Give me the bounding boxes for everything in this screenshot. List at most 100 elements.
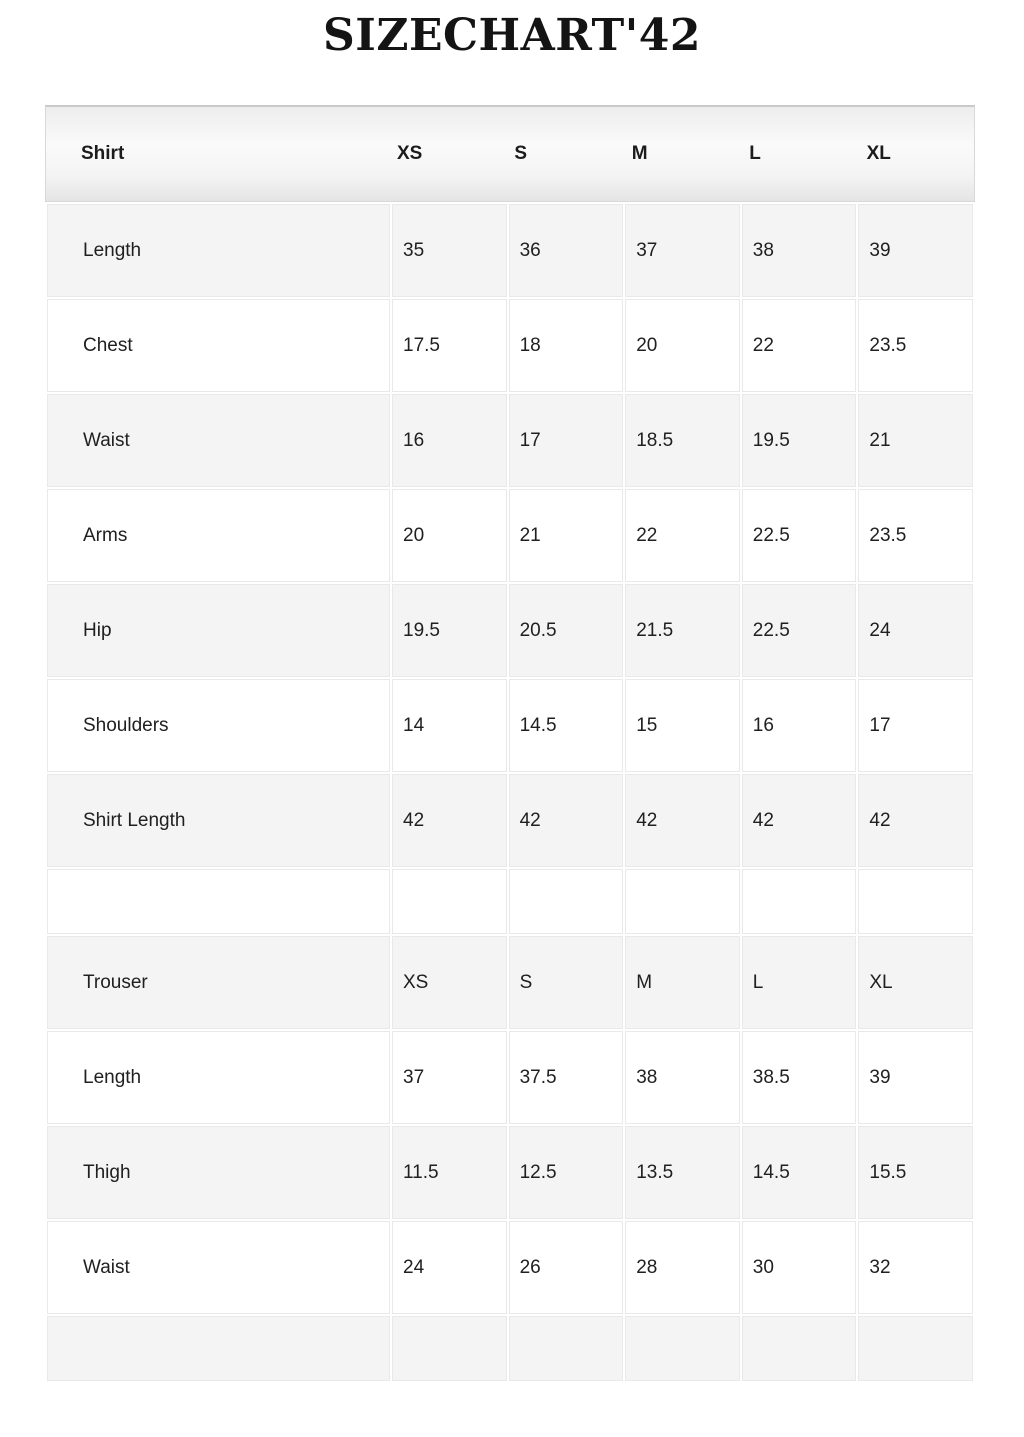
table-cell: 39 bbox=[858, 204, 973, 297]
table-cell: L bbox=[741, 936, 857, 1029]
column-header-xl: XL bbox=[866, 143, 891, 164]
table-cell: 38 bbox=[625, 1031, 740, 1124]
empty-cell bbox=[625, 869, 740, 934]
table-row-thigh: Thigh 11.5 12.5 13.5 14.5 15.5 bbox=[47, 1126, 973, 1219]
table-cell: 24 bbox=[392, 1221, 507, 1314]
column-header-xs: XS bbox=[397, 143, 423, 164]
table-cell: 15 bbox=[625, 679, 740, 772]
row-label: Shoulders bbox=[47, 679, 390, 772]
table-cell: 20 bbox=[392, 489, 507, 582]
empty-cell bbox=[47, 1316, 390, 1381]
row-label: Chest bbox=[47, 299, 390, 392]
table-cell: 17 bbox=[858, 679, 973, 772]
table-cell: 42 bbox=[858, 774, 973, 867]
table-cell: 37 bbox=[392, 1031, 507, 1124]
table-cell: 42 bbox=[392, 774, 507, 867]
table-cell: 18 bbox=[508, 299, 624, 392]
table-cell: XS bbox=[392, 936, 507, 1029]
table-cell: 15.5 bbox=[858, 1126, 973, 1219]
empty-cell bbox=[741, 869, 857, 934]
table-row-chest: Chest 17.5 18 20 22 23.5 bbox=[47, 299, 973, 392]
empty-cell bbox=[392, 1316, 507, 1381]
table-cell: 22 bbox=[625, 489, 740, 582]
row-label: Waist bbox=[47, 1221, 390, 1314]
table-cell: 37 bbox=[625, 204, 740, 297]
table-cell: M bbox=[625, 936, 740, 1029]
column-header-s: S bbox=[514, 143, 528, 164]
table-row-length: Length 35 36 37 38 39 bbox=[47, 204, 973, 297]
table-cell: 21 bbox=[858, 394, 973, 487]
table-cell: 22 bbox=[741, 299, 857, 392]
table-cell: 42 bbox=[625, 774, 740, 867]
empty-cell bbox=[858, 869, 973, 934]
empty-cell bbox=[858, 1316, 973, 1381]
table-cell: 17.5 bbox=[392, 299, 507, 392]
table-cell: 36 bbox=[508, 204, 624, 297]
row-label: Arms bbox=[47, 489, 390, 582]
table-cell: 14.5 bbox=[508, 679, 624, 772]
empty-cell bbox=[508, 869, 624, 934]
table-cell: 14 bbox=[392, 679, 507, 772]
table-cell: 14.5 bbox=[741, 1126, 857, 1219]
table-row-waist: Waist 16 17 18.5 19.5 21 bbox=[47, 394, 973, 487]
row-label: Shirt Length bbox=[47, 774, 390, 867]
table-cell: 28 bbox=[625, 1221, 740, 1314]
page-title: SIZECHART'42 bbox=[323, 10, 701, 61]
table-cell: 16 bbox=[392, 394, 507, 487]
table-cell: 38.5 bbox=[741, 1031, 857, 1124]
table-cell: 22.5 bbox=[741, 584, 857, 677]
table-row-trouser-waist: Waist 24 26 28 30 32 bbox=[47, 1221, 973, 1314]
row-label: Length bbox=[47, 204, 390, 297]
table-cell: 22.5 bbox=[741, 489, 857, 582]
row-label: Trouser bbox=[47, 936, 390, 1029]
table-cell: 35 bbox=[392, 204, 507, 297]
table-cell: 21 bbox=[508, 489, 624, 582]
table-cell: 42 bbox=[508, 774, 624, 867]
row-label: Hip bbox=[47, 584, 390, 677]
empty-cell bbox=[625, 1316, 740, 1381]
table-cell: 23.5 bbox=[858, 489, 973, 582]
table-cell: 26 bbox=[508, 1221, 624, 1314]
table-cell: XL bbox=[858, 936, 973, 1029]
table-cell: 23.5 bbox=[858, 299, 973, 392]
table-row-hip: Hip 19.5 20.5 21.5 22.5 24 bbox=[47, 584, 973, 677]
table-cell: 38 bbox=[741, 204, 857, 297]
table-cell: 19.5 bbox=[392, 584, 507, 677]
table-cell: 21.5 bbox=[625, 584, 740, 677]
empty-cell bbox=[741, 1316, 857, 1381]
table-cell: 19.5 bbox=[741, 394, 857, 487]
column-header-m: M bbox=[631, 143, 648, 164]
table-cell: 11.5 bbox=[392, 1126, 507, 1219]
table-cell: 30 bbox=[741, 1221, 857, 1314]
table-row-spacer bbox=[47, 869, 973, 934]
table-cell: 39 bbox=[858, 1031, 973, 1124]
table-row-trouser-length: Length 37 37.5 38 38.5 39 bbox=[47, 1031, 973, 1124]
table-cell: 17 bbox=[508, 394, 624, 487]
size-chart-table: Length 35 36 37 38 39 Chest 17.5 18 20 2… bbox=[45, 202, 975, 1383]
row-label: Thigh bbox=[47, 1126, 390, 1219]
table-cell: 42 bbox=[741, 774, 857, 867]
table-row-arms: Arms 20 21 22 22.5 23.5 bbox=[47, 489, 973, 582]
table-cell: 12.5 bbox=[508, 1126, 624, 1219]
table-row-shoulders: Shoulders 14 14.5 15 16 17 bbox=[47, 679, 973, 772]
table-row-trouser: Trouser XS S M L XL bbox=[47, 936, 973, 1029]
empty-cell bbox=[508, 1316, 624, 1381]
table-cell: S bbox=[508, 936, 624, 1029]
empty-cell bbox=[47, 869, 390, 934]
table-cell: 24 bbox=[858, 584, 973, 677]
table-cell: 16 bbox=[741, 679, 857, 772]
column-header-l: L bbox=[749, 143, 761, 164]
table-row-shirt-length: Shirt Length 42 42 42 42 42 bbox=[47, 774, 973, 867]
table-row-spacer bbox=[47, 1316, 973, 1381]
table-cell: 20.5 bbox=[508, 584, 624, 677]
column-header-shirt: Shirt bbox=[81, 143, 125, 164]
table-cell: 20 bbox=[625, 299, 740, 392]
size-chart: Shirt XS S M L XL Length 35 36 37 38 39 … bbox=[45, 105, 975, 1383]
table-cell: 18.5 bbox=[625, 394, 740, 487]
row-label: Length bbox=[47, 1031, 390, 1124]
row-label: Waist bbox=[47, 394, 390, 487]
table-cell: 32 bbox=[858, 1221, 973, 1314]
table-cell: 13.5 bbox=[625, 1126, 740, 1219]
table-cell: 37.5 bbox=[508, 1031, 624, 1124]
empty-cell bbox=[392, 869, 507, 934]
